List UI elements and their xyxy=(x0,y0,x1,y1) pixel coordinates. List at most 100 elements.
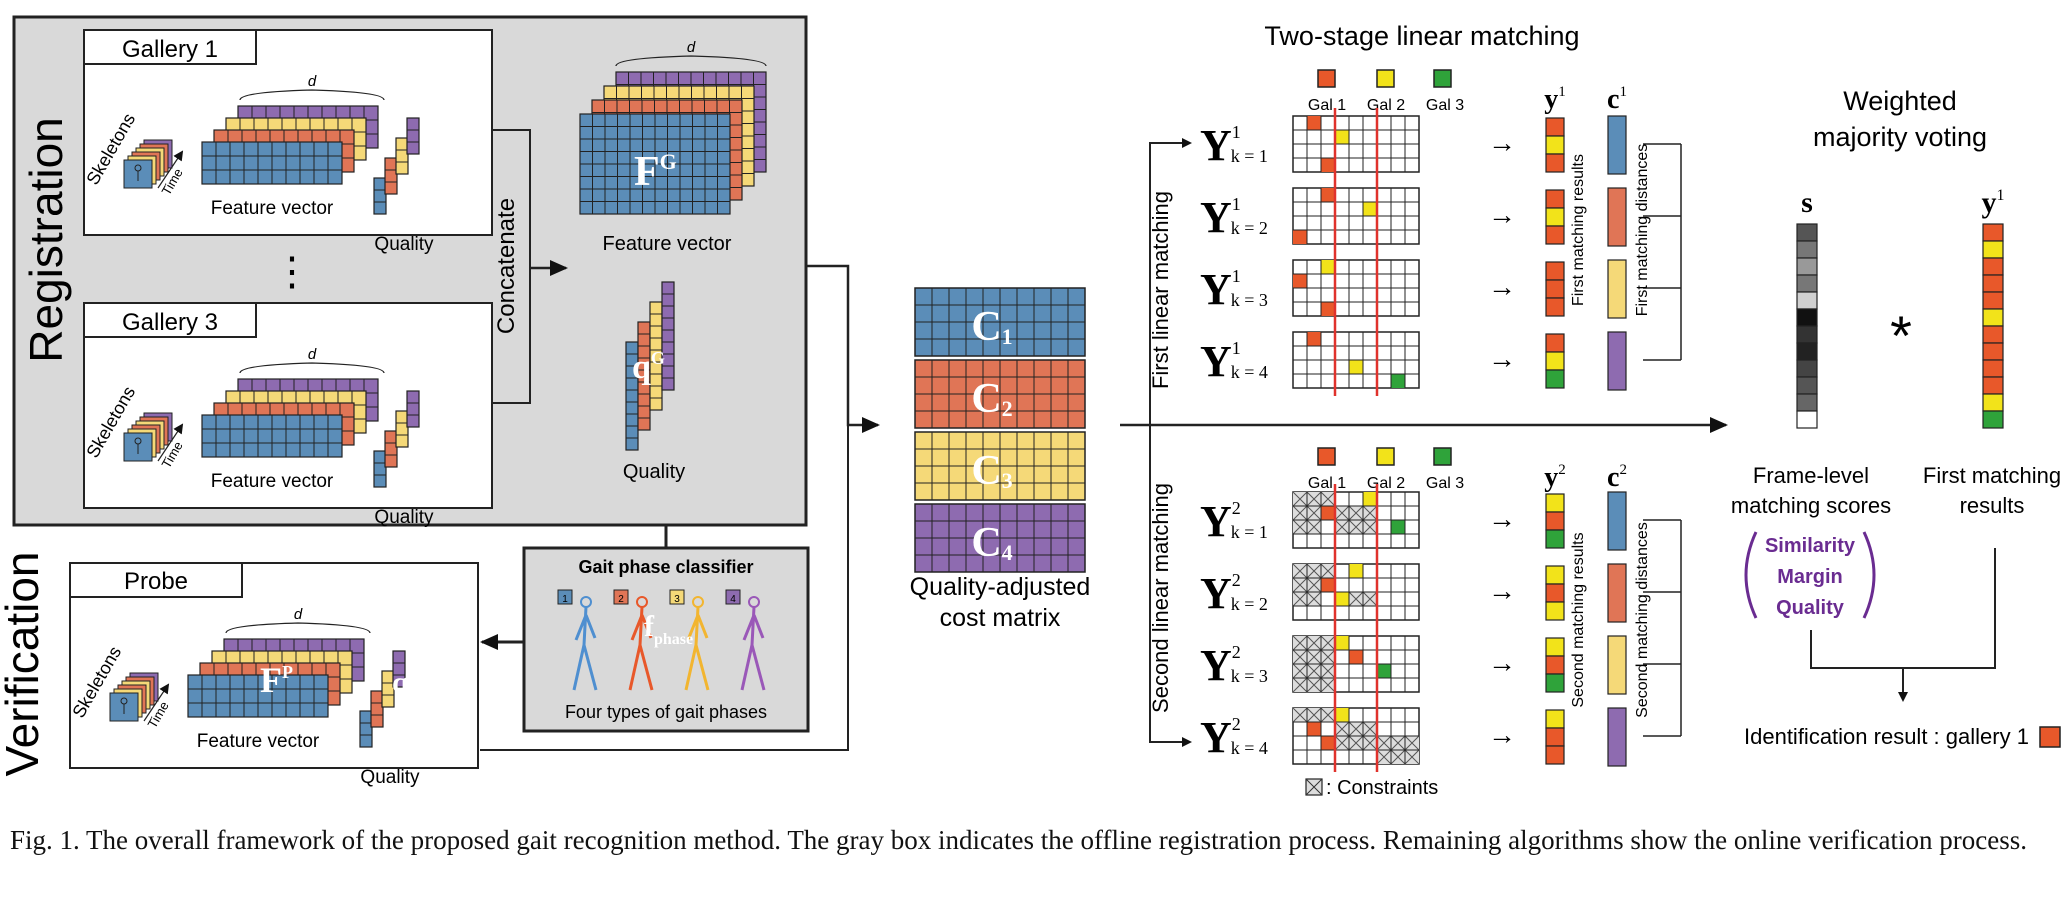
vertical-caption: First matching results xyxy=(1570,154,1587,306)
quality-column xyxy=(395,410,409,448)
c-distance-bar xyxy=(1607,707,1627,767)
gal-label: Gal 2 xyxy=(1367,475,1405,492)
gal-swatch xyxy=(1433,69,1452,88)
quality-column-frame xyxy=(392,650,406,688)
y-stage-label: Y1 k = 1 xyxy=(1200,121,1268,170)
c-distance-bar xyxy=(1607,259,1627,319)
constraint-cross xyxy=(1362,721,1378,737)
gallery-quality-stack xyxy=(625,281,675,451)
score-cell xyxy=(1796,257,1818,276)
score-cell xyxy=(1796,410,1818,429)
constraint-legend-cross xyxy=(1305,778,1323,796)
phase-badge-number: 3 xyxy=(674,594,680,605)
feature-layer xyxy=(201,141,343,185)
multiply-star: * xyxy=(1890,304,1912,367)
quality-column xyxy=(395,137,409,175)
probe-to-cost-connector xyxy=(480,425,849,751)
c-distance-bar xyxy=(1607,563,1627,623)
constraint-cross xyxy=(1306,649,1322,665)
quality-column-frame xyxy=(395,410,409,448)
matched-cell xyxy=(1307,332,1321,346)
y-result-cell xyxy=(1545,135,1565,155)
constraint-cross xyxy=(1320,635,1336,651)
score-cell xyxy=(1796,240,1818,259)
gallery-d-brace xyxy=(615,55,767,67)
y-stage-label: Y2 k = 3 xyxy=(1200,641,1268,690)
constraint-cross xyxy=(1376,735,1392,751)
y-result-cell xyxy=(1545,601,1565,621)
framework-diagram: Registration Gallery 1 Skeletons TimedFea… xyxy=(0,15,2061,799)
vertical-caption: Second matching distances xyxy=(1634,522,1651,718)
gal-label: Gal 1 xyxy=(1308,475,1346,492)
y-result-cell xyxy=(1545,207,1565,227)
match-grid xyxy=(1292,491,1420,549)
quality-column xyxy=(384,430,398,468)
gal-swatch xyxy=(1376,447,1395,466)
vertical-caption: Second matching results xyxy=(1570,532,1587,707)
matched-cell xyxy=(1363,202,1377,216)
cost-matrix xyxy=(914,287,1086,357)
matched-cell xyxy=(1349,650,1363,664)
result-cell xyxy=(1982,240,2004,259)
concatenate-label: Concatenate xyxy=(493,198,520,334)
second-stage-bracket xyxy=(1149,425,1192,747)
y-result-cell xyxy=(1545,297,1565,317)
result-cell xyxy=(1982,223,2004,242)
matching-grids: Gal 1 Gal 1 Gal 2 Gal 2 Gal 3 Gal 3 y1 c1 y2 c2 Y1… xyxy=(1200,69,1682,799)
matched-cell xyxy=(1321,158,1335,172)
constraint-cross xyxy=(1306,491,1322,507)
constraint-cross xyxy=(1348,591,1364,607)
score-cell xyxy=(1796,325,1818,344)
gal-swatch xyxy=(1317,69,1336,88)
constraint-cross xyxy=(1320,649,1336,665)
matched-cell xyxy=(1321,506,1335,520)
constraint-cross xyxy=(1334,735,1350,751)
c-distance-bar xyxy=(1607,331,1627,391)
d-brace xyxy=(239,89,385,101)
phase-badge-number: 2 xyxy=(618,594,624,605)
constraint-cross xyxy=(1320,663,1336,679)
matched-cell xyxy=(1335,592,1349,606)
matched-cell xyxy=(1293,230,1307,244)
gallery-quality-column xyxy=(637,321,651,431)
gallery3-title: Gallery 3 xyxy=(122,309,218,336)
figure-caption: Fig. 1. The overall framework of the pro… xyxy=(10,825,2027,855)
gallery-quality-column xyxy=(625,341,639,451)
classifier-caption: Four types of gait phases xyxy=(565,702,767,722)
y-result-cell xyxy=(1545,583,1565,603)
y-result-cell xyxy=(1545,673,1565,693)
quality-column-frame xyxy=(381,670,395,708)
feature-caption: Feature vector xyxy=(197,731,320,752)
y-result-cell xyxy=(1545,333,1565,353)
voting-columns xyxy=(1796,223,2004,429)
cost-label: C1 xyxy=(971,304,1012,350)
gallery3-tab xyxy=(83,302,257,338)
y-result-cell xyxy=(1545,225,1565,245)
time-arrow xyxy=(157,150,184,189)
matched-cell xyxy=(1293,274,1307,288)
quality-column xyxy=(392,650,406,688)
constraint-cross xyxy=(1334,505,1350,521)
quality-column-frame xyxy=(395,137,409,175)
row-arrow: → xyxy=(1488,719,1516,750)
frame-level-2: matching scores xyxy=(1731,493,1891,518)
gait-figure xyxy=(740,606,766,691)
row-arrow: → xyxy=(1488,199,1516,230)
time-arrow xyxy=(157,423,184,462)
constraint-cross xyxy=(1292,591,1308,607)
matched-cell xyxy=(1349,564,1363,578)
constraint-cross xyxy=(1362,735,1378,751)
c-distance-bar xyxy=(1607,115,1627,175)
constraint-cross xyxy=(1376,749,1392,765)
y-stage-label: Y1 k = 3 xyxy=(1200,265,1268,314)
constraint-cross xyxy=(1292,635,1308,651)
gallery-quality-column-frame xyxy=(661,281,675,391)
constraint-cross xyxy=(1306,635,1322,651)
matched-cell xyxy=(1391,520,1405,534)
row-arrow: → xyxy=(1488,503,1516,534)
quality-column xyxy=(359,710,373,748)
first-stage-bracket xyxy=(1149,138,1192,425)
constraint-cross xyxy=(1362,591,1378,607)
score-cell xyxy=(1796,291,1818,310)
constraint-cross xyxy=(1390,735,1406,751)
